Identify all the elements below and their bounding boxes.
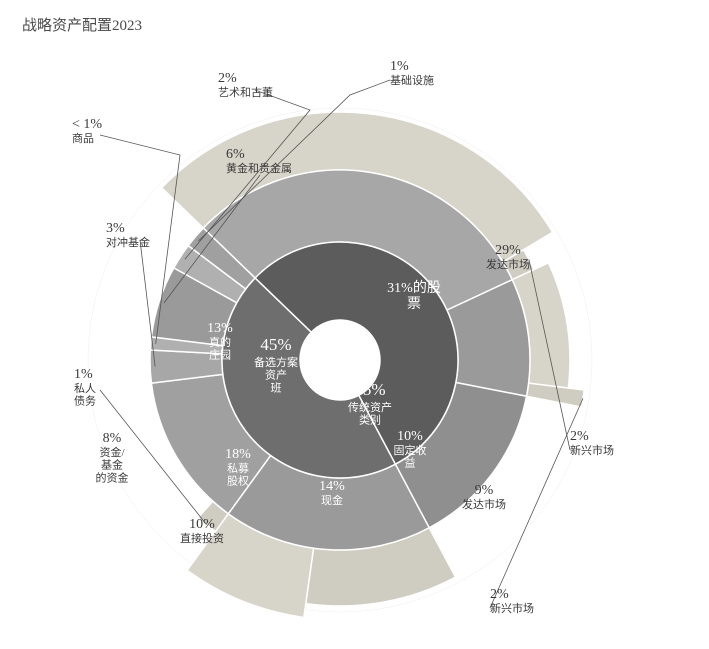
ring2-pct-3: 18%: [225, 447, 251, 462]
ring2-name-3: 私募股权: [227, 462, 249, 488]
ring3-name-2: 发达市场: [462, 497, 506, 511]
ring2-pct-1: 10%: [397, 429, 423, 444]
ring3-name-6: 私人债务: [74, 382, 96, 408]
ring3-name-4: 直接投资: [180, 531, 224, 545]
ring3-name-3: 新兴市场: [490, 601, 534, 615]
ring2-pct-9: 1%: [390, 59, 409, 74]
ring3-pct-3: 2%: [490, 587, 509, 602]
ring2-name-5: 对冲基金: [106, 235, 150, 249]
ring2-name-7: 黄金和贵金属: [226, 161, 292, 175]
ring2-name-6: 商品: [72, 131, 94, 145]
ring3-name-0: 发达市场: [486, 257, 530, 271]
ring2-pct-7: 6%: [226, 147, 245, 162]
ring3-name-5: 资金/基金的资金: [96, 445, 129, 484]
ring2-pct-8: 2%: [218, 71, 237, 86]
ring2-pct-5: 3%: [106, 221, 125, 236]
ring3-name-1: 新兴市场: [570, 443, 614, 457]
ring2-pct-6: < 1%: [72, 117, 102, 132]
ring2-pct-2: 14%: [319, 479, 345, 494]
ring2-leader-5: [140, 240, 155, 366]
ring2-name-4: 真的庄园: [209, 335, 231, 362]
sunburst-chart: 55%传统资产类别45%备选方案资产班31%的股票10%固定收益14%现金18%…: [0, 0, 709, 649]
ring1-pct-1: 45%: [260, 335, 291, 354]
ring3-pct-5: 8%: [103, 431, 122, 446]
ring2-name-2: 现金: [321, 493, 343, 507]
ring2-pct-4: 13%: [207, 321, 233, 336]
ring3-pct-2: 9%: [475, 483, 494, 498]
ring3-slice-3: [527, 383, 585, 407]
ring3-pct-6: 1%: [74, 367, 93, 382]
ring2-name-9: 基础设施: [390, 74, 434, 87]
ring3-pct-1: 2%: [570, 429, 589, 444]
ring3-pct-0: 29%: [495, 243, 521, 258]
ring2-name-8: 艺术和古董: [218, 86, 273, 99]
ring1-pct-0: 55%: [354, 380, 385, 399]
chart-page: 战略资产配置2023 55%传统资产类别45%备选方案资产班31%的股票10%固…: [0, 0, 709, 649]
